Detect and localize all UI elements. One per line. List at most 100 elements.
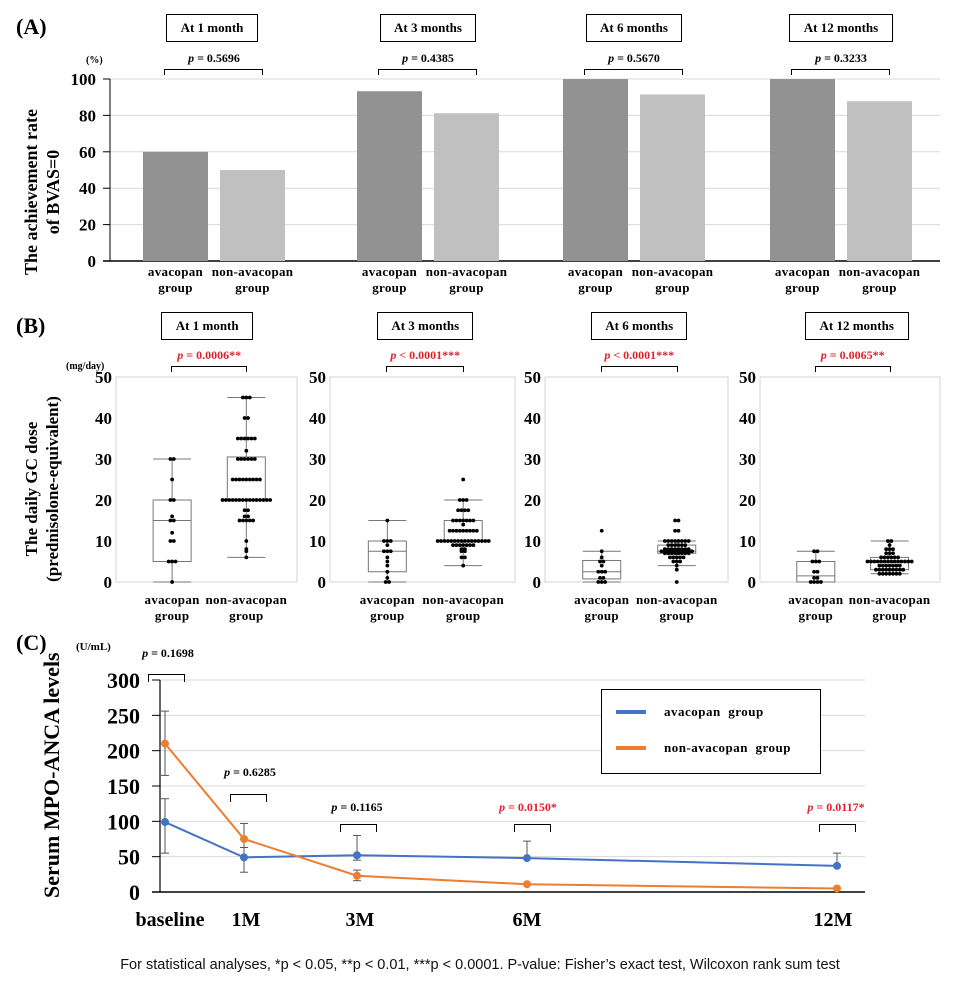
panel-b-data-point xyxy=(244,448,249,453)
panel-b-category-non-avacopan-line1: non-avacopan xyxy=(205,592,288,607)
panel-b-data-point xyxy=(246,508,250,513)
panel-b-timepoint-box: At 1 month xyxy=(161,312,254,340)
panel-c-xtick-label: 3M xyxy=(346,909,375,931)
panel-b-data-point xyxy=(264,498,269,502)
panel-b-data-point xyxy=(891,571,895,576)
panel-b-data-point xyxy=(461,477,466,482)
panel-c-significance-bracket xyxy=(230,794,267,802)
panel-b-data-point xyxy=(891,551,895,556)
panel-c-xtick-label: 6M xyxy=(513,909,542,931)
panel-b-pvalue-value: < 0.0001*** xyxy=(396,348,461,362)
panel-b-data-point xyxy=(246,457,250,461)
panel-b-data-point xyxy=(678,555,683,560)
panel-c-point-non-avacopan xyxy=(353,871,361,880)
panel-a-ytick-label: 60 xyxy=(79,143,96,162)
panel-b-data-point xyxy=(242,436,247,441)
panel-b-data-point xyxy=(894,567,899,572)
panel-c-point-avacopan xyxy=(833,861,841,870)
panel-b-data-point xyxy=(894,563,899,568)
panel-b-data-point xyxy=(673,549,677,554)
panel-b-ytick-label: 30 xyxy=(95,450,112,469)
panel-b-data-point xyxy=(880,567,885,572)
panel-a-category-non-avacopan-line1: non-avacopan xyxy=(631,264,714,279)
legend-swatch-avacopan xyxy=(616,710,646,714)
panel-b-data-point xyxy=(244,539,249,543)
panel-b-data-point xyxy=(889,559,894,564)
panel-b-data-point xyxy=(471,528,476,533)
panel-b-ytick-label: 0 xyxy=(533,573,542,592)
panel-b-data-point xyxy=(669,543,674,547)
panel-b-data-point xyxy=(456,508,460,513)
panel-b-ytick-label: 50 xyxy=(309,368,326,387)
panel-b-data-point xyxy=(251,477,256,482)
panel-b-data-point xyxy=(877,563,882,568)
panel-b-data-point xyxy=(683,549,688,554)
panel-a-category-non-avacopan: non-avacopan group xyxy=(198,264,308,296)
panel-a-ytick-label: 80 xyxy=(79,106,96,125)
panel-c-pvalue-value: = 0.1698 xyxy=(148,646,194,660)
panel-b-data-point xyxy=(897,571,902,576)
panel-a-category-non-avacopan-line2: group xyxy=(449,280,484,295)
panel-b-category-avacopan-line2: group xyxy=(584,608,619,623)
panel-b-data-point xyxy=(891,547,895,552)
panel-a-pvalue-value: = 0.5696 xyxy=(194,51,240,65)
panel-a-pvalue-p: p xyxy=(188,51,195,65)
panel-a-pvalue: p = 0.4385 xyxy=(358,51,498,66)
panel-b-data-point xyxy=(171,518,176,523)
panel-c-pvalue: p = 0.1698 xyxy=(103,646,233,661)
panel-b-data-point xyxy=(451,518,455,523)
panel-b-data-point xyxy=(679,543,684,547)
panel-b-data-point xyxy=(242,508,247,513)
panel-b-data-point xyxy=(442,539,447,543)
panel-b-data-point xyxy=(869,559,873,564)
panel-b-plot-frame xyxy=(115,376,298,583)
panel-b-data-point xyxy=(230,498,235,502)
panel-b-data-point xyxy=(865,559,870,564)
panel-a-significance-bracket xyxy=(583,69,683,75)
panel-a-pvalue: p = 0.5670 xyxy=(564,51,704,66)
panel-b-pvalue-p: p xyxy=(177,348,184,362)
panel-b-category-avacopan-line1: avacopan xyxy=(574,592,630,607)
panel-a-bar xyxy=(434,113,499,261)
panel-b-category-avacopan: avacopan group xyxy=(771,592,861,624)
panel-b-plot-frame xyxy=(544,376,729,583)
panel-b-data-point xyxy=(254,498,259,502)
panel-c-pvalue: p = 0.6285 xyxy=(185,765,315,780)
panel-b-data-point xyxy=(168,498,173,502)
panel-a-category-non-avacopan-line1: non-avacopan xyxy=(838,264,921,279)
panel-b-pvalue: p < 0.0001*** xyxy=(564,348,714,363)
panel-b-data-point xyxy=(242,457,247,461)
panel-b-data-point xyxy=(674,563,679,568)
panel-a-category-non-avacopan-line2: group xyxy=(862,280,897,295)
panel-b-data-point xyxy=(459,508,464,513)
panel-b-data-point xyxy=(171,539,176,543)
panel-b-data-point xyxy=(227,498,232,502)
panel-b-data-point xyxy=(463,539,467,543)
panel-b-data-point xyxy=(666,539,671,543)
panel-b-ytick-label: 20 xyxy=(95,491,112,510)
panel-a-category-non-avacopan-line2: group xyxy=(235,280,270,295)
panel-b-category-non-avacopan-line2: group xyxy=(229,608,264,623)
panel-b-significance-bracket xyxy=(600,366,678,372)
panel-c-ytick-label: 200 xyxy=(107,739,140,764)
panel-b-ytick-label: 40 xyxy=(309,409,326,428)
panel-b-data-point xyxy=(812,569,816,574)
panel-b-data-point xyxy=(461,522,466,527)
panel-c-ytick-label: 150 xyxy=(107,774,140,799)
panel-a-category-avacopan-line1: avacopan xyxy=(774,264,831,279)
panel-b-data-point xyxy=(258,498,262,502)
panel-a-pvalue-p: p xyxy=(402,51,409,65)
panel-b-data-point xyxy=(385,549,390,554)
panel-c-pvalue-p: p xyxy=(499,800,506,814)
panel-a-bar xyxy=(357,91,422,261)
panel-b-plot-frame xyxy=(329,376,516,583)
panel-b-data-point xyxy=(666,549,671,554)
panel-b-data-point xyxy=(480,539,484,543)
panel-b-data-point xyxy=(385,576,390,580)
panel-c-xtick-label: 1M xyxy=(232,909,261,931)
panel-a-significance-bracket xyxy=(163,69,263,75)
panel-b-ytick-label: 10 xyxy=(95,532,112,551)
panel-b-data-point xyxy=(247,395,252,400)
panel-a-ytick-label: 100 xyxy=(71,70,97,89)
panel-b-category-non-avacopan-line2: group xyxy=(872,608,907,623)
